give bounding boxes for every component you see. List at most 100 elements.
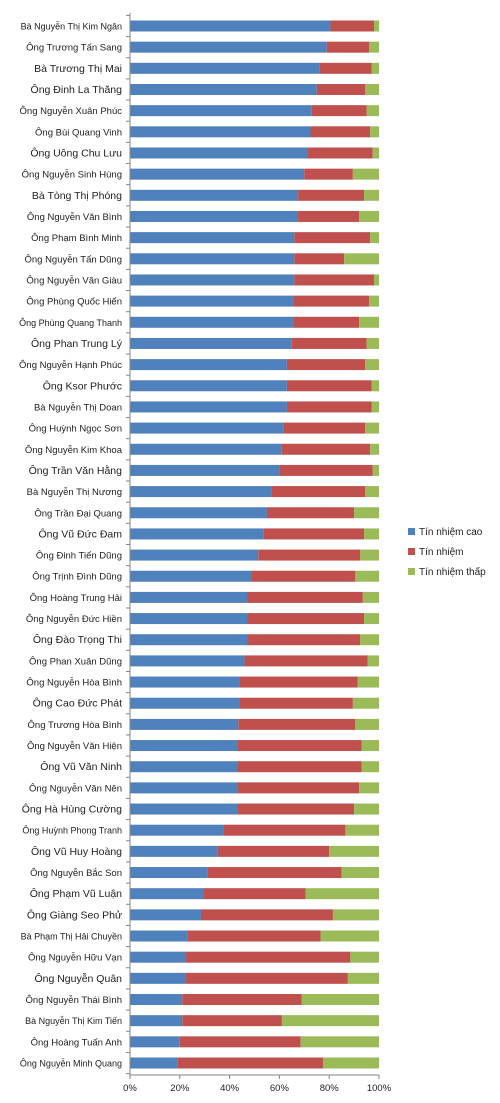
legend: Tín nhiệm cao Tín nhiệm Tín nhiệm thấp <box>408 527 486 578</box>
bars-layer <box>130 20 380 1069</box>
category-label-19: Bà Nguyễn Thị Doan <box>34 402 122 413</box>
category-label-31: Ông Phan Xuân Dũng <box>29 656 122 667</box>
bar-segment-tin-nhiem-thap-30 <box>360 634 379 646</box>
bar-segment-tin-nhiem-cao-6 <box>130 126 311 138</box>
bar-segment-tin-nhiem-cao-33 <box>130 697 240 709</box>
bar-segment-tin-nhiem-thap-45 <box>350 951 379 963</box>
bar-segment-tin-nhiem-6 <box>310 126 371 138</box>
bar-segment-tin-nhiem-thap-31 <box>367 655 379 667</box>
category-label-35: Ông Nguyễn Văn Hiện <box>27 741 122 752</box>
bar-segment-tin-nhiem-10 <box>298 210 360 222</box>
bar-segment-tin-nhiem-7 <box>308 147 373 159</box>
bar-segment-tin-nhiem-5 <box>311 105 367 117</box>
bar-segment-tin-nhiem-thap-23 <box>365 486 379 498</box>
bar-segment-tin-nhiem-cao-3 <box>130 62 320 74</box>
bar-segment-tin-nhiem-thap-11 <box>370 232 379 244</box>
bar-segment-tin-nhiem-48 <box>182 1015 282 1027</box>
bar-segment-tin-nhiem-cao-31 <box>130 655 245 667</box>
category-label-34: Ông Trương Hòa Bình <box>28 720 122 731</box>
category-label-36: Ông Vũ Văn Ninh <box>40 760 122 773</box>
bar-segment-tin-nhiem-25 <box>263 528 365 540</box>
bar-segment-tin-nhiem-thap-2 <box>369 41 379 53</box>
bar-segment-tin-nhiem-12 <box>294 253 345 265</box>
bar-segment-tin-nhiem-thap-40 <box>329 845 379 857</box>
category-label-10: Ông Nguyễn Văn Bình <box>27 212 122 223</box>
bar-segment-tin-nhiem-thap-25 <box>364 528 379 540</box>
category-label-49: Ông Hoàng Tuấn Anh <box>31 1037 122 1048</box>
bar-segment-tin-nhiem-cao-14 <box>130 295 294 307</box>
category-label-26: Ông Đinh Tiến Dũng <box>36 551 122 562</box>
bar-segment-tin-nhiem-cao-50 <box>130 1057 178 1069</box>
category-label-33: Ông Cao Đức Phát <box>33 697 122 710</box>
category-label-8: Ông Nguyễn Sinh Hùng <box>22 170 122 181</box>
bar-segment-tin-nhiem-8 <box>304 168 353 180</box>
bar-segment-tin-nhiem-39 <box>223 824 346 836</box>
bar-segment-tin-nhiem-27 <box>252 570 356 582</box>
category-label-46: Ông Nguyễn Quân <box>34 972 122 985</box>
bar-segment-tin-nhiem-thap-6 <box>370 126 379 138</box>
category-label-38: Ông Hà Hùng Cường <box>22 803 122 816</box>
category-label-40: Ông Vũ Huy Hoàng <box>31 845 122 858</box>
bar-segment-tin-nhiem-cao-48 <box>130 1015 183 1027</box>
bar-segment-tin-nhiem-thap-36 <box>361 761 379 773</box>
bar-segment-tin-nhiem-thap-41 <box>341 867 379 879</box>
bar-segment-tin-nhiem-cao-41 <box>130 867 208 879</box>
bar-segment-tin-nhiem-thap-42 <box>305 888 379 900</box>
bar-segment-tin-nhiem-thap-10 <box>359 210 379 222</box>
category-label-42: Ông Phạm Vũ Luận <box>30 887 122 900</box>
bar-segment-tin-nhiem-15 <box>293 316 360 328</box>
bar-segment-tin-nhiem-40 <box>217 845 330 857</box>
bar-segment-tin-nhiem-thap-29 <box>364 613 379 625</box>
bar-segment-tin-nhiem-cao-20 <box>130 422 284 434</box>
bar-segment-tin-nhiem-thap-38 <box>354 803 379 815</box>
bar-segment-tin-nhiem-thap-4 <box>365 83 379 95</box>
x-tick-label-2: 20% <box>170 1083 190 1094</box>
bar-segment-tin-nhiem-36 <box>237 761 362 773</box>
bar-segment-tin-nhiem-28 <box>247 591 363 603</box>
bar-segment-tin-nhiem-cao-43 <box>130 909 201 921</box>
bar-segment-tin-nhiem-cao-19 <box>130 401 287 413</box>
category-label-15: Ông Phùng Quang Thanh <box>19 318 122 328</box>
bar-segment-tin-nhiem-cao-1 <box>130 20 331 32</box>
bar-segment-tin-nhiem-32 <box>239 676 358 688</box>
bar-segment-tin-nhiem-44 <box>187 930 321 942</box>
bar-segment-tin-nhiem-cao-28 <box>130 591 248 603</box>
category-label-39: Ông Huỳnh Phong Tranh <box>22 826 122 836</box>
bar-segment-tin-nhiem-cao-12 <box>130 253 295 265</box>
bar-segment-tin-nhiem-41 <box>207 867 342 879</box>
bar-segment-tin-nhiem-thap-48 <box>281 1015 379 1027</box>
bar-segment-tin-nhiem-cao-27 <box>130 570 253 582</box>
bar-segment-tin-nhiem-cao-46 <box>130 972 187 984</box>
bar-segment-tin-nhiem-50 <box>177 1057 323 1069</box>
bar-segment-tin-nhiem-cao-9 <box>130 189 299 201</box>
category-label-37: Ông Nguyễn Văn Nên <box>29 783 122 794</box>
bar-segment-tin-nhiem-thap-1 <box>374 20 379 32</box>
bar-segment-tin-nhiem-cao-49 <box>130 1036 180 1048</box>
bar-segment-tin-nhiem-cao-35 <box>130 740 238 752</box>
category-labels: Bà Nguyễn Thị Kim Ngân Ông Trương Tấn San… <box>19 22 123 1069</box>
bar-segment-tin-nhiem-cao-2 <box>130 41 327 53</box>
bar-segment-tin-nhiem-46 <box>186 972 348 984</box>
bar-segment-tin-nhiem-cao-21 <box>130 443 282 455</box>
bar-segment-tin-nhiem-thap-8 <box>352 168 379 180</box>
bar-segment-tin-nhiem-49 <box>179 1036 301 1048</box>
bar-segment-tin-nhiem-2 <box>326 41 370 53</box>
bar-segment-tin-nhiem-thap-33 <box>352 697 379 709</box>
bar-segment-tin-nhiem-29 <box>247 613 365 625</box>
x-tick-label-6: 100% <box>367 1083 392 1094</box>
bar-segment-tin-nhiem-13 <box>294 274 375 286</box>
bar-segment-tin-nhiem-cao-36 <box>130 761 238 773</box>
bar-segment-tin-nhiem-47 <box>182 994 302 1006</box>
bar-segment-tin-nhiem-thap-46 <box>347 972 380 984</box>
bar-segment-tin-nhiem-cao-34 <box>130 718 239 730</box>
category-label-43: Ông Giàng Seo Phử <box>27 908 122 921</box>
category-label-50: Ông Nguyễn Minh Quang <box>20 1059 122 1069</box>
bar-segment-tin-nhiem-14 <box>293 295 370 307</box>
bar-segment-tin-nhiem-cao-24 <box>130 507 267 519</box>
category-label-9: Bà Tòng Thị Phóng <box>32 190 122 202</box>
bar-segment-tin-nhiem-thap-14 <box>369 295 379 307</box>
category-label-13: Ông Nguyễn Văn Giàu <box>26 275 122 286</box>
x-axis: 0% 20% 40% 60% 80% 100% <box>123 13 392 1094</box>
category-label-25: Ông Vũ Đức Đam <box>39 527 123 540</box>
bar-segment-tin-nhiem-thap-32 <box>357 676 379 688</box>
